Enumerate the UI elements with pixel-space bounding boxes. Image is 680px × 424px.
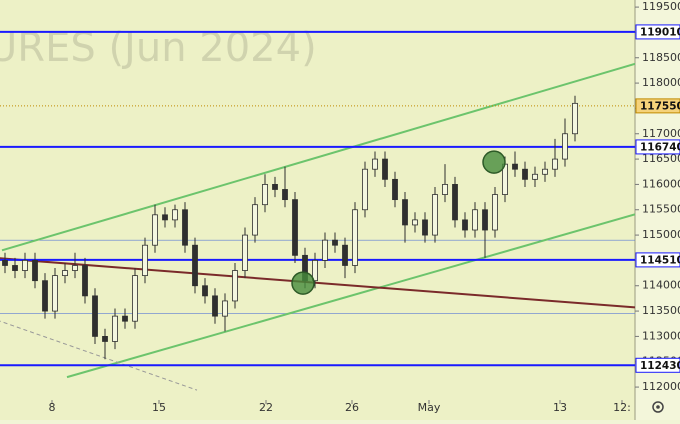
x-tick-label: 22 bbox=[259, 401, 273, 414]
settings-icon[interactable] bbox=[652, 401, 664, 413]
level-label-box bbox=[635, 24, 680, 40]
candle-body bbox=[202, 285, 208, 297]
candle-body bbox=[72, 265, 78, 271]
candle-body bbox=[152, 214, 158, 246]
y-tick-label: 116500 bbox=[642, 152, 680, 165]
candle-body bbox=[12, 265, 18, 271]
x-tick-label: May bbox=[418, 401, 441, 414]
y-tick-label: 115000 bbox=[642, 228, 680, 241]
x-tick-label: 26 bbox=[345, 401, 359, 414]
y-tick-label: 114000 bbox=[642, 279, 680, 292]
candle-body bbox=[412, 219, 418, 226]
candle-body bbox=[402, 199, 408, 226]
candle-body bbox=[2, 260, 8, 266]
candle-body bbox=[192, 244, 198, 287]
candle-body bbox=[552, 158, 558, 170]
candle-body bbox=[432, 194, 438, 236]
candle-body bbox=[92, 295, 98, 337]
y-tick-label: 117000 bbox=[642, 127, 680, 140]
candle-body bbox=[262, 184, 268, 206]
candle-body bbox=[382, 158, 388, 180]
level-label: 119010 bbox=[640, 26, 680, 38]
x-tick-label: 12: bbox=[613, 401, 631, 414]
trend-line bbox=[0, 320, 198, 391]
candle-body bbox=[462, 219, 468, 231]
candle-body bbox=[362, 168, 368, 211]
candle-body bbox=[62, 270, 68, 277]
level-label: 114510 bbox=[640, 254, 680, 266]
y-tick-label: 112000 bbox=[642, 380, 680, 393]
candle-body bbox=[182, 209, 188, 246]
candle-body bbox=[162, 214, 168, 221]
x-tick-label: 8 bbox=[49, 401, 56, 414]
y-tick-label: 113500 bbox=[642, 304, 680, 317]
candle-body bbox=[82, 265, 88, 297]
candle-body bbox=[22, 260, 28, 271]
candle-body bbox=[212, 295, 218, 317]
trend-line bbox=[0, 257, 635, 309]
candle-body bbox=[252, 204, 258, 236]
candle-body bbox=[482, 209, 488, 231]
y-tick-label: 119500 bbox=[642, 0, 680, 13]
candle-body bbox=[452, 184, 458, 221]
candle-body bbox=[122, 315, 128, 322]
candle-body bbox=[222, 300, 228, 317]
plot-area bbox=[0, 30, 635, 404]
candle-body bbox=[132, 275, 138, 322]
candle-body bbox=[492, 194, 498, 231]
candle-body bbox=[272, 184, 278, 190]
axis-background bbox=[635, 0, 680, 420]
y-tick-label: 113000 bbox=[642, 329, 680, 342]
candle-body bbox=[522, 168, 528, 180]
level-label: 116740 bbox=[640, 141, 680, 153]
candle-body bbox=[572, 102, 578, 135]
candle-body bbox=[42, 280, 48, 312]
candle-body bbox=[352, 209, 358, 266]
candle-body bbox=[512, 163, 518, 170]
marker bbox=[291, 271, 315, 295]
x-tick-label: 15 bbox=[152, 401, 166, 414]
candle-body bbox=[102, 336, 108, 342]
y-tick-label: 115500 bbox=[642, 203, 680, 216]
candle-body bbox=[112, 315, 118, 342]
candle-body bbox=[532, 173, 538, 180]
y-tick-label: 118000 bbox=[642, 76, 680, 89]
candle-body bbox=[332, 239, 338, 246]
candle-body bbox=[422, 219, 428, 236]
candle-body bbox=[32, 260, 38, 282]
candle-body bbox=[172, 209, 178, 221]
y-tick-label: 116000 bbox=[642, 177, 680, 190]
candle-body bbox=[542, 168, 548, 175]
candle-body bbox=[322, 239, 328, 261]
candle-body bbox=[142, 244, 148, 277]
candle-body bbox=[312, 260, 318, 282]
plot-background bbox=[0, 0, 635, 420]
y-tick-label: 118500 bbox=[642, 51, 680, 64]
candle-body bbox=[292, 199, 298, 256]
price-axis: 1120001125001130001135001140001145001150… bbox=[635, 0, 680, 393]
level-label-box bbox=[635, 98, 680, 114]
marker bbox=[482, 150, 506, 174]
level-label: 112430 bbox=[640, 360, 680, 372]
level-label-box bbox=[635, 139, 680, 155]
candle-body bbox=[372, 158, 378, 170]
candle-body bbox=[342, 244, 348, 266]
x-tick-label: 13 bbox=[553, 401, 567, 414]
level-label: 117550 bbox=[640, 100, 680, 112]
candle-body bbox=[392, 178, 398, 201]
candle-body bbox=[442, 184, 448, 195]
trend-line bbox=[66, 213, 635, 379]
candle-body bbox=[52, 275, 58, 312]
candle-body bbox=[282, 189, 288, 201]
level-label-box bbox=[635, 252, 680, 268]
candle-body bbox=[562, 133, 568, 160]
trend-line bbox=[1, 62, 635, 252]
candle-body bbox=[242, 234, 248, 271]
candle-body bbox=[472, 209, 478, 231]
level-label-box bbox=[635, 357, 680, 373]
candle-body bbox=[232, 270, 238, 302]
